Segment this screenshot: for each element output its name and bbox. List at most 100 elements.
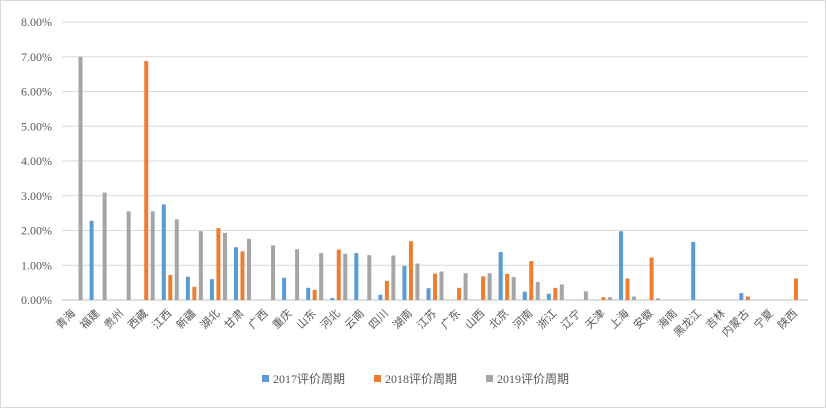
bar [282,277,287,300]
x-tick-label: 江苏 [414,307,439,332]
bar [354,253,359,300]
legend-label: 2018评价周期 [385,372,457,386]
x-tick-label: 青海 [53,306,78,331]
bar [246,238,251,300]
bar [378,294,383,300]
x-tick-label: 湖南 [390,307,415,332]
y-axis-ticks: 0.00% 1.00% 2.00% 3.00% 4.00% 5.00% 6.00% 7.00%… [21,15,52,307]
bar [625,278,630,300]
x-tick-label: 四川 [366,307,391,332]
x-tick-label: 山东 [294,307,319,332]
bar [271,245,276,300]
bar [607,297,612,300]
legend-swatch [262,375,269,382]
x-tick-label: 上海 [606,306,631,331]
x-tick-label: 新疆 [173,306,198,331]
x-tick-label: 安徽 [630,306,655,331]
bar [498,252,503,300]
bar [150,211,155,300]
bar [433,273,437,300]
legend-label: 2019评价周期 [497,372,569,386]
x-tick-label: 贵州 [102,307,127,332]
y-tick-label: 7.00% [21,50,52,64]
bar [168,274,173,300]
y-tick-label: 6.00% [21,85,52,99]
bar [319,253,324,300]
x-tick-label: 湖北 [198,307,223,332]
legend: 2017评价周期 2018评价周期 2019评价周期 [262,372,569,386]
bar [209,279,214,300]
x-tick-label: 广东 [438,307,463,332]
y-tick-label: 2.00% [21,224,52,238]
bar [739,293,744,300]
x-tick-label: 甘肃 [222,307,247,332]
y-tick-label: 0.00% [21,293,52,307]
x-tick-label: 北京 [486,306,511,331]
bar [745,296,750,300]
bar [336,249,341,300]
bar [408,241,413,300]
y-tick-label: 1.00% [21,258,52,272]
bar [222,232,227,300]
x-tick-label: 黑龙江 [671,307,704,340]
bar [415,263,420,300]
bar [656,298,661,300]
x-tick-label: 河北 [318,307,343,332]
x-axis-ticks: 青海 福建 贵州 西藏 江西 新疆 湖北 甘肃 广西 重庆 山东 河北 云南 四川 湖南 江苏 广东 山西 北京 河南… [53,306,800,339]
gridlines [62,21,808,301]
bar [78,56,83,300]
bar [384,280,389,300]
bar [511,277,516,300]
x-tick-label: 福建 [77,306,102,331]
y-tick-label: 3.00% [21,189,52,203]
bar [295,249,300,300]
x-tick-label: 内蒙古 [719,306,752,339]
bar [198,231,203,300]
bar [102,192,107,300]
bar [632,296,637,300]
bar [192,286,197,300]
bar [89,220,94,300]
x-tick-label: 重庆 [269,306,294,331]
x-tick-label: 天津 [583,307,608,332]
bar [691,241,696,300]
bar [463,273,468,300]
bar [233,247,238,300]
bar [216,228,221,300]
bar [553,287,558,300]
y-tick-label: 8.00% [21,15,52,29]
bar [126,211,131,300]
bar [601,297,606,300]
bar [426,288,431,300]
bar [402,265,407,300]
bar [535,281,540,300]
x-tick-label: 山西 [463,307,488,332]
y-tick-label: 5.00% [21,119,52,133]
bars [78,56,798,300]
legend-swatch [486,375,493,382]
bar [439,271,444,300]
x-tick-label: 西藏 [126,307,151,332]
bar [481,276,486,300]
bar [174,219,179,300]
bar [559,284,564,300]
bar [306,287,311,300]
x-tick-label: 宁夏 [751,306,776,331]
x-tick-label: 广西 [246,307,271,332]
bar [619,231,624,300]
bar [391,255,396,300]
legend-swatch [374,375,381,382]
bar [505,273,510,300]
bar [793,278,798,300]
bar [185,276,190,300]
bar [546,293,551,300]
bar [529,261,534,300]
bar [343,253,348,300]
bar [240,251,245,300]
x-tick-label: 云南 [342,307,367,332]
bar [457,287,462,300]
y-tick-label: 4.00% [21,154,52,168]
x-tick-label: 陕西 [775,306,800,331]
